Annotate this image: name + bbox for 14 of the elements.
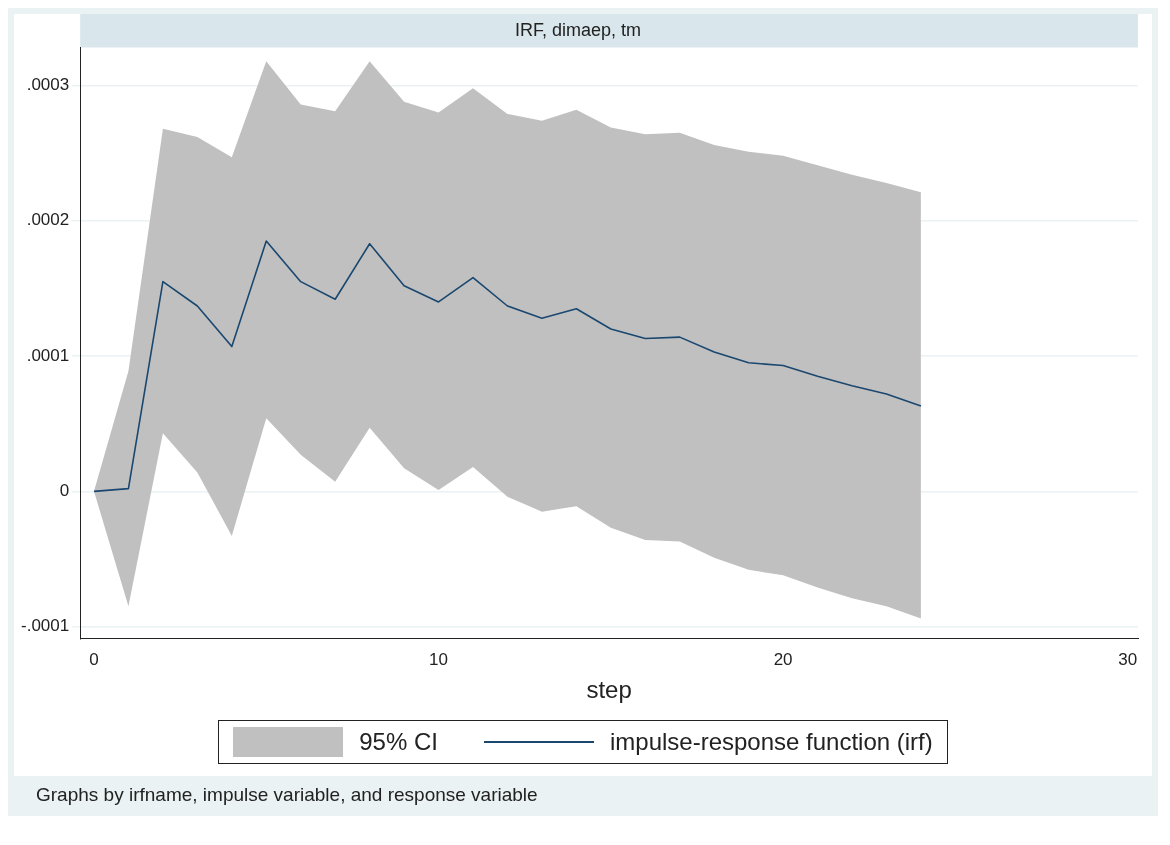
chart-title: IRF, dimaep, tm [514,19,642,40]
y-tick-label: .0002 [26,210,70,230]
y-tick-label: .0001 [26,345,70,365]
x-tick-label: 0 [89,649,99,669]
y-tick-label: -.0001 [21,616,70,636]
y-tick-label: 0 [59,481,70,501]
text: Graphs by irfname, impulse variable, and response variable [36,784,539,806]
text: 95% CI [359,728,438,756]
x-axis-title: step [586,676,632,704]
legend-label: impulse-response function (irf) [609,728,933,756]
y-tick-label: .0003 [26,75,70,95]
x-tick-label: 30 [1118,649,1138,669]
x-tick-label: 10 [429,649,449,669]
x-tick-label: 20 [773,649,793,669]
